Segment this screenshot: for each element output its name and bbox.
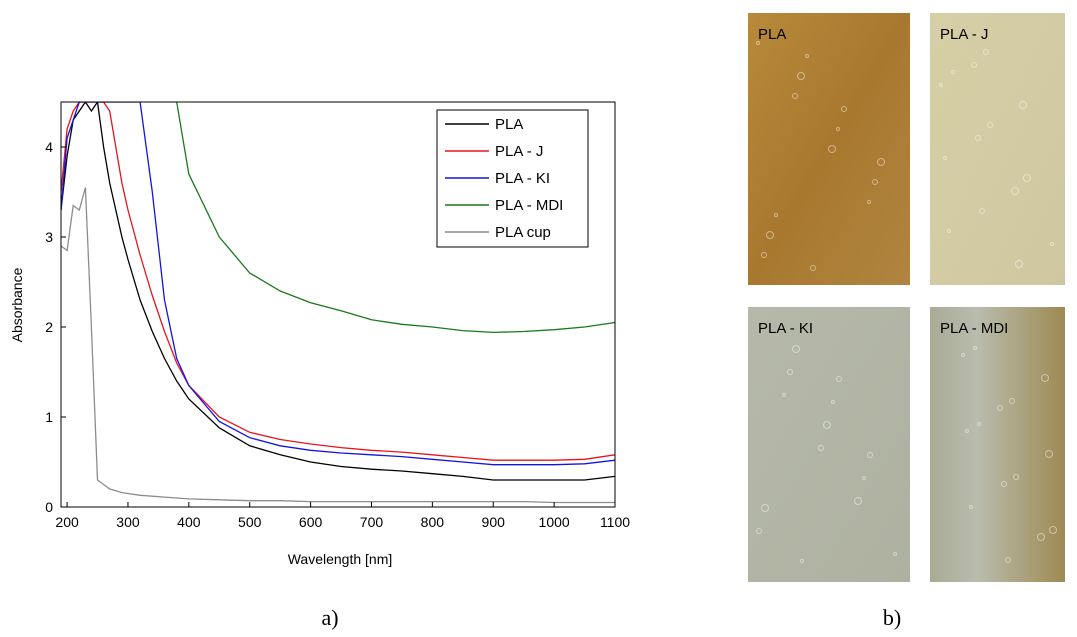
photo-label: PLA - MDI [940, 320, 1008, 337]
legend-label: PLA cup [495, 224, 551, 241]
bubble [761, 252, 767, 258]
x-tick-label: 1100 [600, 514, 630, 530]
bubble [1023, 174, 1031, 182]
bubble [997, 405, 1003, 411]
y-tick-label: 4 [45, 139, 53, 155]
bubble [872, 179, 878, 185]
bubble [975, 135, 981, 141]
bubble [800, 559, 804, 563]
bubble [766, 231, 774, 239]
legend-label: PLA - MDI [495, 197, 563, 214]
bubble [867, 200, 871, 204]
photo [748, 307, 910, 582]
bubble [1019, 101, 1027, 109]
x-tick-label: 600 [299, 514, 323, 530]
bubble [1045, 450, 1053, 458]
bubble [1001, 481, 1007, 487]
x-tick-label: 900 [482, 514, 506, 530]
legend-label: PLA - J [495, 143, 543, 160]
y-tick-label: 3 [45, 229, 53, 245]
bubble [792, 93, 798, 99]
x-tick-label: 700 [360, 514, 384, 530]
panel-label: a) [321, 605, 338, 630]
legend-label: PLA [495, 116, 523, 133]
bubble [836, 376, 842, 382]
legend-label: PLA - KI [495, 170, 550, 187]
bubble [761, 504, 769, 512]
bubble [965, 429, 969, 433]
bubble [1009, 398, 1015, 404]
y-tick-label: 1 [45, 409, 53, 425]
x-tick-label: 500 [238, 514, 262, 530]
data-line [61, 187, 615, 504]
photo-label: PLA [758, 26, 786, 43]
bubble [947, 229, 951, 233]
bubble [756, 528, 762, 534]
bubble [1037, 533, 1045, 541]
bubble [828, 145, 836, 153]
photo-label: PLA - J [940, 26, 988, 43]
bubble [983, 49, 989, 55]
y-tick-label: 0 [45, 499, 53, 515]
bubble [969, 505, 973, 509]
bubble [1011, 187, 1019, 195]
bubble [787, 369, 793, 375]
bubble [1013, 474, 1019, 480]
photo-label: PLA - KI [758, 320, 813, 337]
bubble [987, 122, 993, 128]
bubble [823, 421, 831, 429]
plot: Absorbance Wavelength [nm] 0 1 2 3 4 200 300 40… [9, 101, 630, 567]
photo [930, 307, 1065, 582]
bubble [943, 156, 947, 160]
bubble [797, 72, 805, 80]
bubble [805, 54, 809, 58]
bubble [1015, 260, 1023, 268]
bubble [792, 345, 800, 353]
data-line [61, 102, 615, 481]
x-tick-label: 300 [116, 514, 140, 530]
bubble [1049, 526, 1057, 534]
bubble [818, 445, 824, 451]
bubble [841, 106, 847, 112]
x-tick-label: 200 [55, 514, 79, 530]
bubble [867, 452, 873, 458]
panel-label: b) [883, 605, 901, 630]
bubble [831, 400, 835, 404]
bubble [782, 393, 786, 397]
bubble [951, 70, 955, 74]
y-axis-label: Absorbance [9, 267, 25, 342]
bubble [877, 158, 885, 166]
x-tick-label: 1000 [539, 514, 570, 530]
photo [748, 13, 910, 285]
bubble [971, 62, 977, 68]
bubble [1005, 557, 1011, 563]
bubble [893, 552, 897, 556]
data-line [61, 102, 615, 461]
data-line [176, 102, 615, 334]
bubble [836, 127, 840, 131]
x-tick-label: 400 [177, 514, 201, 530]
bubble [961, 353, 965, 357]
bubble [973, 346, 977, 350]
bubble [1041, 374, 1049, 382]
x-axis-label: Wavelength [nm] [288, 551, 393, 567]
bubble [939, 83, 943, 87]
bubble [979, 208, 985, 214]
photo-panel: PLA PLA - J PLA - KI PLA - MDI [748, 13, 1065, 582]
photo [930, 13, 1065, 285]
bubble [862, 476, 866, 480]
bubble [1050, 242, 1054, 246]
bubble [774, 213, 778, 217]
bubble [854, 497, 862, 505]
plot-frame [60, 101, 616, 508]
bubble [977, 422, 981, 426]
bubble [810, 265, 816, 271]
bubble [756, 41, 760, 45]
x-tick-label: 800 [421, 514, 445, 530]
data-line [61, 102, 615, 466]
y-tick-label: 2 [45, 319, 53, 335]
